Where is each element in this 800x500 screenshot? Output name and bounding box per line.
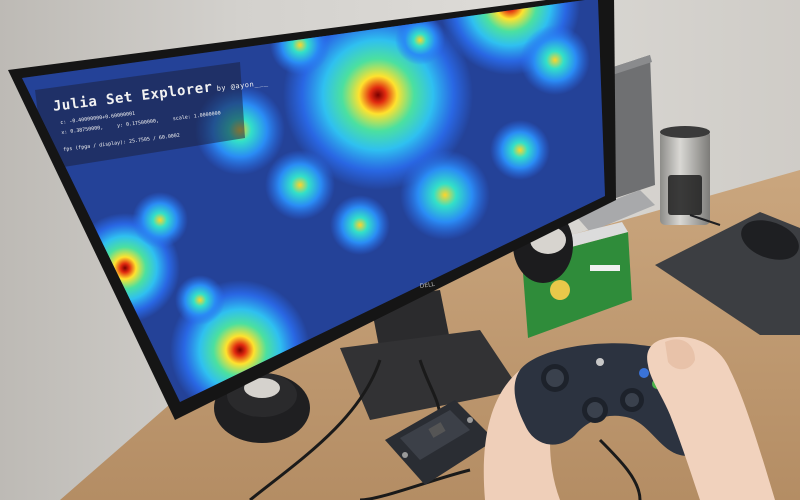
fpga-board-icon (385, 400, 495, 485)
mouse-icon (689, 214, 799, 260)
right-hand (647, 336, 775, 500)
travel-mug-icon (660, 126, 710, 225)
monitor-brand: DELL (419, 281, 436, 290)
